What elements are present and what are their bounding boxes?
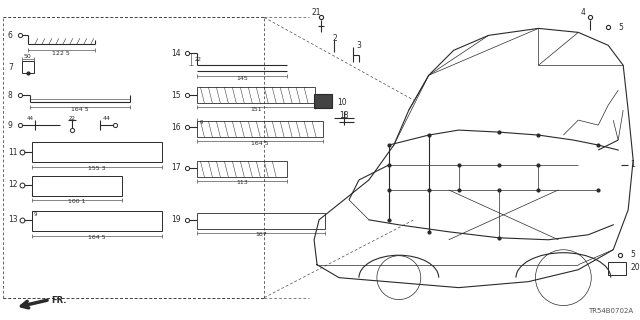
Text: 21: 21: [311, 8, 321, 17]
Text: 167: 167: [255, 232, 267, 237]
Text: 8: 8: [8, 91, 13, 100]
Text: 44: 44: [27, 116, 34, 121]
Text: 164 5: 164 5: [88, 235, 106, 240]
Text: 9: 9: [200, 120, 203, 124]
Text: 44: 44: [102, 116, 111, 121]
Bar: [22, 61, 34, 73]
Text: 151: 151: [250, 107, 262, 112]
Text: 2: 2: [332, 34, 337, 43]
Text: 12: 12: [8, 180, 17, 189]
Bar: [197, 161, 287, 177]
Text: TR54B0702A: TR54B0702A: [588, 308, 633, 314]
Text: 22: 22: [195, 57, 202, 62]
Text: 19: 19: [172, 215, 181, 224]
Text: 7: 7: [8, 63, 13, 72]
Bar: [314, 94, 332, 108]
Text: 18: 18: [339, 111, 349, 120]
Text: 13: 13: [8, 215, 18, 224]
Text: FR.: FR.: [51, 296, 67, 305]
Text: 145: 145: [236, 76, 248, 81]
Text: 164 5: 164 5: [252, 140, 269, 146]
Text: 4: 4: [580, 8, 585, 17]
Bar: [32, 211, 161, 231]
Text: 3: 3: [356, 41, 361, 50]
Text: 9: 9: [34, 212, 37, 217]
Text: 113: 113: [236, 180, 248, 185]
Text: 16: 16: [172, 123, 181, 132]
Text: 6: 6: [8, 31, 13, 40]
Text: 17: 17: [172, 164, 181, 172]
Text: 1: 1: [630, 161, 635, 170]
Text: 5: 5: [618, 23, 623, 32]
Text: 11: 11: [8, 148, 17, 156]
Bar: [197, 121, 323, 137]
Bar: [197, 87, 315, 103]
Text: 10: 10: [337, 98, 347, 107]
Text: 14: 14: [172, 49, 181, 58]
Text: 9: 9: [8, 121, 13, 130]
Bar: [32, 142, 161, 162]
Bar: [32, 176, 122, 196]
Bar: [197, 213, 325, 229]
Text: 122 5: 122 5: [52, 51, 70, 56]
Bar: [608, 262, 626, 275]
Text: 15: 15: [172, 91, 181, 100]
Text: 5: 5: [630, 250, 635, 259]
Text: 100 1: 100 1: [68, 199, 86, 204]
Text: 164 5: 164 5: [71, 107, 88, 112]
Text: 22: 22: [68, 116, 76, 121]
Text: 155 3: 155 3: [88, 166, 106, 172]
Text: 20: 20: [630, 263, 640, 272]
Text: 50: 50: [24, 54, 32, 59]
